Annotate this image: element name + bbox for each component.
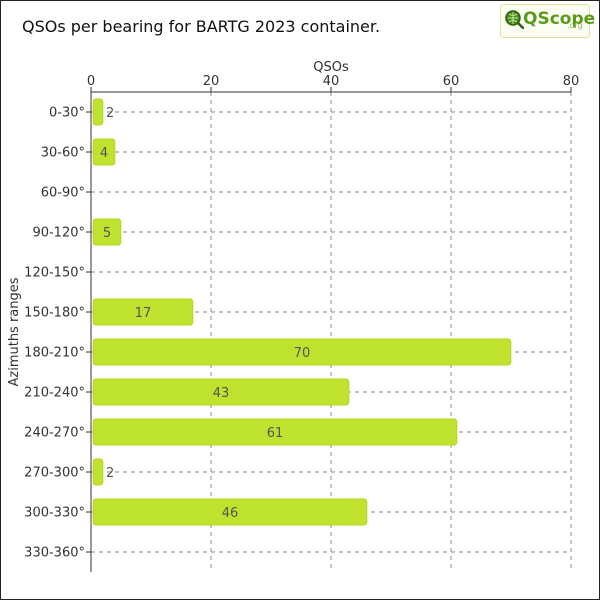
category-label: 210-240° (24, 386, 85, 401)
category-label: 270-300° (24, 466, 85, 481)
qscope-logo: QScope .org (500, 4, 595, 38)
bar-value-label: 46 (222, 506, 239, 521)
bar-value-label: 17 (135, 306, 152, 321)
x-tick-label: 0 (87, 74, 95, 89)
category-label: 330-360° (24, 546, 85, 561)
bar-value-label: 61 (267, 426, 284, 441)
bar-value-label: 5 (103, 226, 111, 241)
chart-title: QSOs per bearing for BARTG 2023 containe… (22, 17, 381, 36)
logo-suffix: .org (567, 21, 583, 30)
category-label: 30-60° (41, 146, 85, 161)
x-tick-label: 60 (443, 74, 460, 89)
category-label: 90-120° (32, 226, 85, 241)
axes: QSOs Azimuths ranges (7, 60, 571, 572)
bar (92, 98, 104, 126)
logo-text: QScope (523, 9, 596, 29)
category-label: 60-90° (41, 186, 85, 201)
category-label: 120-150° (24, 266, 85, 281)
bar-value-label: 4 (100, 146, 108, 161)
x-axis-label: QSOs (313, 60, 349, 75)
category-label: 0-30° (49, 106, 85, 121)
bar (92, 138, 116, 166)
bar (92, 498, 368, 526)
bars (92, 98, 512, 526)
x-tick-label: 40 (323, 74, 340, 89)
x-tick-label: 80 (563, 74, 580, 89)
x-tick-label: 20 (203, 74, 220, 89)
category-label: 180-210° (24, 346, 85, 361)
data-labels: 2 4 5 17 70 43 61 2 46 (100, 106, 310, 521)
bar (92, 418, 458, 446)
category-label: 300-330° (24, 506, 85, 521)
bar-value-label: 2 (106, 466, 114, 481)
category-label: 240-270° (24, 426, 85, 441)
bar-value-label: 43 (213, 386, 230, 401)
ticks: 0 20 40 60 80 0-30° 30-60° 60-90° 90-120° 120-150… (24, 74, 579, 561)
bar-value-label: 70 (294, 346, 311, 361)
bar (92, 378, 350, 406)
magnifier-globe-icon (505, 10, 524, 29)
bar-value-label: 2 (106, 106, 114, 121)
bar (92, 338, 512, 366)
bar (92, 218, 122, 246)
y-axis-label: Azimuths ranges (7, 277, 22, 386)
bar (92, 298, 194, 326)
category-label: 150-180° (24, 306, 85, 321)
bar (92, 458, 104, 486)
